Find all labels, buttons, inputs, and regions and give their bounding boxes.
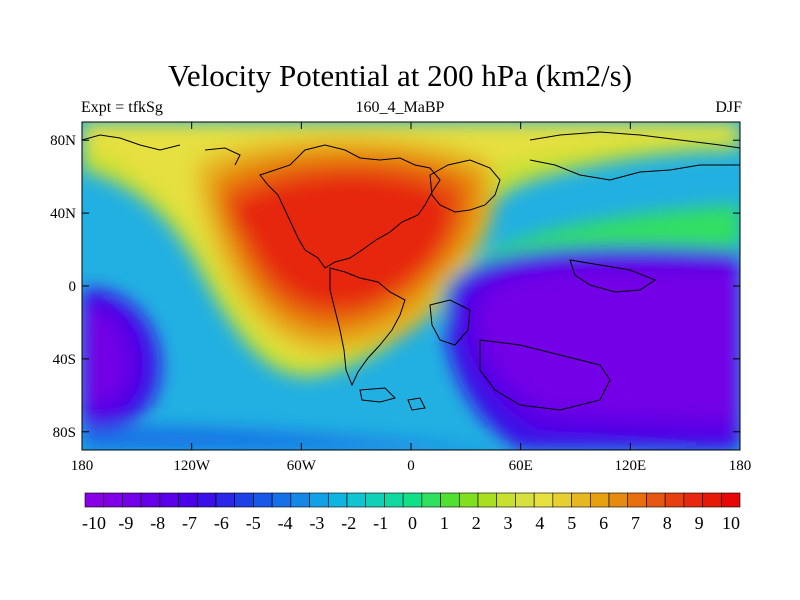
colorbar-label: 0 <box>408 513 417 533</box>
colorbar-swatch <box>533 492 554 508</box>
colorbar-swatch <box>608 492 629 508</box>
colorbar-label: -1 <box>373 513 388 533</box>
colorbar-swatch <box>290 492 310 508</box>
colorbar-label: 8 <box>663 513 672 533</box>
colorbar-swatch <box>159 492 179 508</box>
colorbar-label: -8 <box>150 513 165 533</box>
colorbar-swatch <box>421 492 441 508</box>
colorbar-label: 6 <box>599 513 608 533</box>
colorbar-label: -7 <box>182 513 197 533</box>
plot-title: Velocity Potential at 200 hPa (km2/s) <box>167 58 633 93</box>
velocity-potential-field <box>82 122 740 450</box>
colorbar-swatch <box>440 492 460 508</box>
lat-tick-label: 40S <box>53 352 76 368</box>
lon-tick-label: 180 <box>729 458 752 474</box>
lon-tick-label: 120W <box>173 458 211 474</box>
colorbar-swatch <box>683 492 703 508</box>
colorbar-label: -3 <box>309 513 324 533</box>
colorbar-swatch <box>103 492 123 508</box>
colorbar-label: -2 <box>341 513 356 533</box>
colorbar-swatch <box>702 492 722 508</box>
colorbar-swatch <box>140 492 161 508</box>
colorbar-swatch <box>477 492 498 508</box>
coastlines <box>82 131 740 411</box>
colorbar-label: 3 <box>504 513 513 533</box>
lon-tick-label: 180 <box>71 458 94 474</box>
map-axes: 180 120W 60W 0 60E 120E 180 80N 40N 0 40S 80S <box>50 122 751 474</box>
lat-tick-label: 0 <box>69 279 77 295</box>
colorbar-swatch <box>215 492 236 508</box>
experiment-label: Expt = tfkSg <box>81 99 163 116</box>
colorbar-label: -9 <box>118 513 133 533</box>
colorbar-swatch <box>402 492 423 508</box>
season-label: DJF <box>715 99 742 116</box>
colorbar-label: -6 <box>214 513 229 533</box>
colorbar-swatch <box>309 492 329 508</box>
colorbar-label: 9 <box>695 513 704 533</box>
lon-tick-label: 120E <box>614 458 646 474</box>
colorbar-swatch <box>271 492 292 508</box>
colorbar-label: 10 <box>722 513 740 533</box>
colorbar-swatch <box>84 492 105 508</box>
lat-tick-label: 40N <box>50 206 76 222</box>
colorbar-swatch <box>571 492 591 508</box>
colorbar-swatch <box>496 492 516 508</box>
colorbar-label: -10 <box>82 513 106 533</box>
lat-tick-label: 80N <box>50 133 76 149</box>
colorbar-swatch <box>720 492 741 508</box>
colorbar-label: 2 <box>472 513 481 533</box>
colorbar-swatch <box>627 492 647 508</box>
colorbar-label: 7 <box>631 513 640 533</box>
case-label: 160_4_MaBP <box>355 99 445 116</box>
colorbar-swatch <box>346 492 367 508</box>
colorbar-swatch <box>646 492 666 508</box>
colorbar-swatch <box>327 492 348 508</box>
colorbar: -10 -9 -8 -7 -6 -5 -4 -3 -2 -1 0 1 2 3 4 5 6 7 8 9 10 <box>82 492 741 533</box>
lat-tick-label: 80S <box>53 425 76 441</box>
colorbar-label: 1 <box>440 513 449 533</box>
colorbar-label: 5 <box>567 513 576 533</box>
colorbar-label: 4 <box>535 513 544 533</box>
colorbar-label: -4 <box>278 513 293 533</box>
colorbar-swatch <box>552 492 572 508</box>
lon-tick-label: 60E <box>509 458 533 474</box>
colorbar-swatch <box>234 492 254 508</box>
colorbar-swatch <box>253 492 273 508</box>
colorbar-swatch <box>515 492 535 508</box>
lon-tick-label: 0 <box>407 458 415 474</box>
colorbar-swatch <box>589 492 610 508</box>
colorbar-swatch <box>122 492 142 508</box>
colorbar-swatch <box>178 492 198 508</box>
colorbar-swatch <box>365 492 385 508</box>
lon-tick-label: 60W <box>287 458 317 474</box>
colorbar-swatch <box>196 492 217 508</box>
colorbar-label: -5 <box>246 513 261 533</box>
colorbar-swatch <box>664 492 685 508</box>
colorbar-swatch <box>458 492 479 508</box>
colorbar-swatch <box>384 492 404 508</box>
